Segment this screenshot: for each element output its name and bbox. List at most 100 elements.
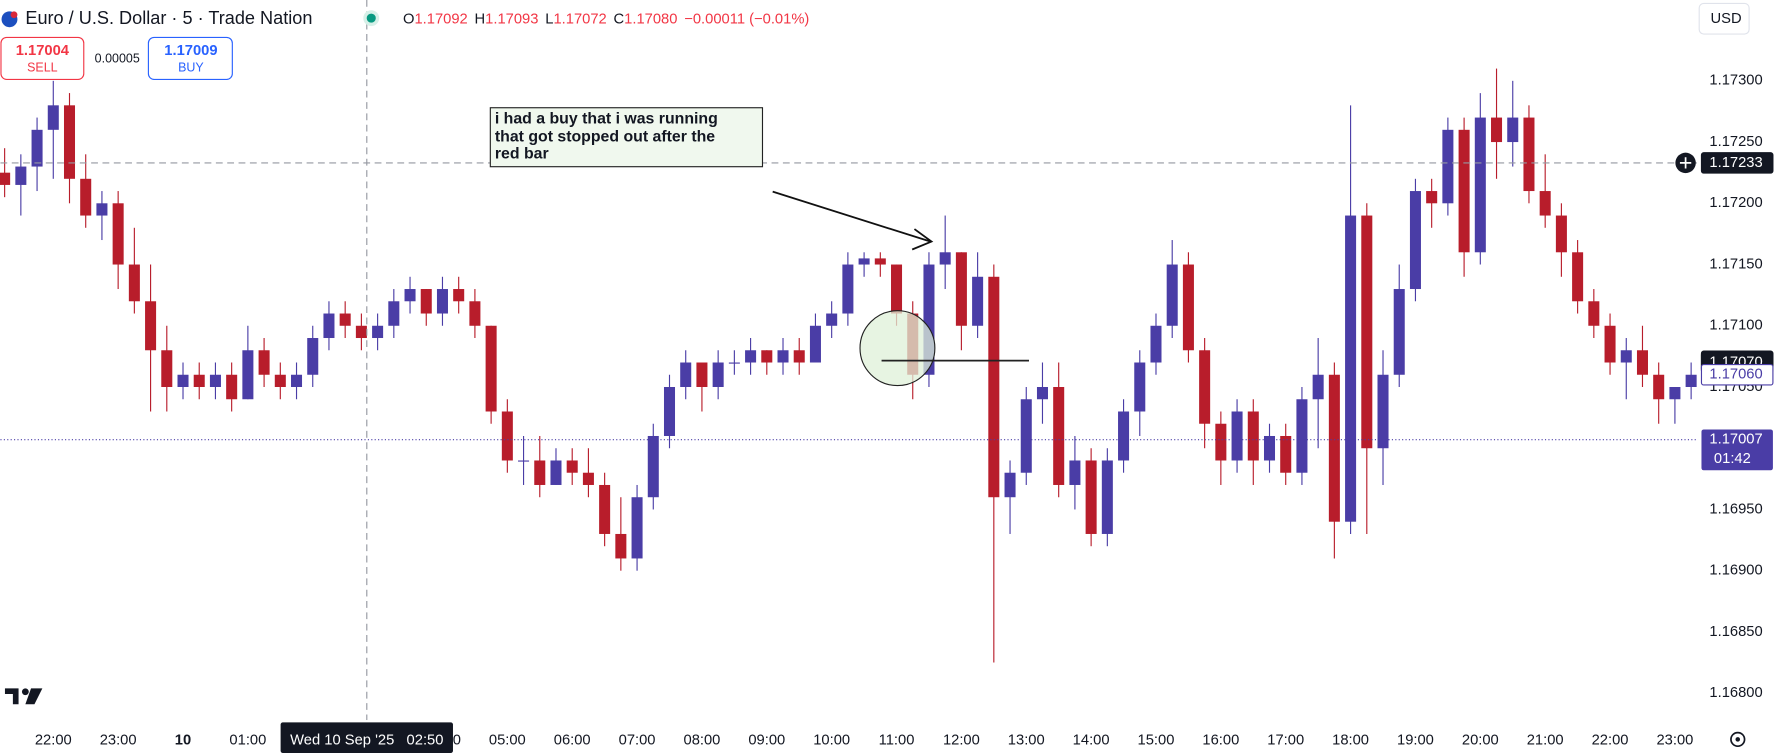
candle-body: [63, 105, 76, 179]
candle-body: [809, 325, 821, 363]
candle-body: [274, 374, 286, 387]
candle-body: [436, 289, 448, 314]
y-tick-label: 1.17150: [1709, 256, 1762, 272]
candle-body: [955, 252, 967, 326]
gear[interactable]: [1730, 731, 1746, 748]
candle-body: [1588, 301, 1600, 326]
candle-body: [745, 350, 757, 363]
logo-part: [21, 688, 29, 696]
candle-body: [1182, 264, 1194, 351]
x-tick-label: 10: [175, 732, 191, 748]
candle-body: [1458, 129, 1470, 253]
x-tick-label: 23:00: [100, 732, 137, 748]
trade-panel: 1.17004 SELL 0.00005 1.17009 BUY: [0, 36, 233, 80]
x-tick-label: 01:00: [229, 732, 266, 748]
arrow-head: [911, 228, 934, 251]
ohlc-key: O: [403, 11, 414, 27]
note-line: i had a buy that i was running: [495, 110, 718, 127]
plot-area: [0, 0, 1699, 721]
candle-body: [501, 411, 513, 461]
sell-button[interactable]: [0, 36, 85, 80]
crosshair-add-icon[interactable]: [1679, 157, 1692, 169]
candle-body: [1409, 191, 1421, 290]
buy-button[interactable]: [147, 36, 233, 80]
candle-body: [858, 258, 870, 265]
candle-body: [1199, 350, 1211, 424]
price-tag-box: [1700, 363, 1774, 386]
candle-body: [988, 276, 1000, 498]
x-tick-label: 10:00: [813, 732, 850, 748]
ohlc-key: L: [545, 11, 553, 27]
candle-body: [209, 374, 221, 387]
candle-body: [1118, 411, 1130, 461]
note-line: red bar: [495, 145, 549, 162]
settings-icon[interactable]: [1730, 731, 1746, 748]
candle-body: [1636, 350, 1648, 375]
candle-body: [1036, 386, 1048, 400]
ohlc-change: −0.00011 (−0.01%): [684, 11, 809, 27]
x-tick-label: 06:00: [554, 732, 591, 748]
x-tick-label: 21:00: [1527, 732, 1564, 748]
x-tick-label: 17:00: [1267, 732, 1304, 748]
candle-body: [47, 105, 59, 130]
candle-body: [15, 166, 27, 185]
y-tick-label: 1.16850: [1709, 624, 1762, 640]
candle-body: [388, 301, 400, 326]
symbol-icon-flag: [10, 11, 18, 19]
candle-body: [534, 460, 546, 485]
buy-label[interactable]: BUY: [178, 60, 204, 74]
candle-body: [615, 533, 627, 559]
candle-body: [339, 313, 351, 326]
header: Euro / U.S. Dollar · 5 · Trade Nation O1…: [1, 2, 1750, 35]
candle-body: [793, 350, 805, 363]
candle-body: [355, 325, 367, 339]
candle-body: [696, 362, 708, 387]
candle-body: [323, 313, 335, 339]
candle-body: [1685, 374, 1697, 387]
candle-body: [1523, 117, 1535, 192]
ohlc-key: C: [614, 11, 625, 27]
x-tick-label: 20:00: [1462, 732, 1499, 748]
sell-label[interactable]: SELL: [27, 60, 58, 74]
candle-body: [1296, 399, 1308, 473]
candle-body: [485, 325, 497, 412]
candle-body: [1491, 117, 1503, 143]
candle-body: [566, 460, 578, 473]
gear-center[interactable]: [1735, 737, 1741, 742]
ohlc-key: H: [475, 11, 486, 27]
candle-body: [112, 203, 124, 265]
candle-body: [761, 350, 773, 363]
candle-body: [1361, 215, 1373, 449]
ohlc-legend: O1.17092 H1.17093 L1.17072 C1.17080 −0.00011…: [403, 11, 809, 27]
sell-price[interactable]: 1.17004: [16, 43, 70, 59]
last-price-box: [1701, 429, 1773, 471]
candle-body: [226, 374, 238, 400]
currency[interactable]: USD: [1711, 11, 1742, 27]
buy-price[interactable]: 1.17009: [164, 43, 217, 59]
note: i had a buy that i was running that got …: [489, 107, 764, 168]
x-tick-label: 07:00: [619, 732, 656, 748]
candle-body: [972, 276, 984, 326]
candle-body: [1085, 460, 1097, 534]
candle-body: [1231, 411, 1243, 461]
candle-body: [728, 362, 740, 364]
crosshair-time: Wed 10 Sep '25 02:50: [290, 732, 443, 748]
note-line: that got stopped out after the: [495, 128, 715, 145]
candle-body: [258, 350, 270, 375]
y-tick-label: 1.17250: [1709, 134, 1762, 150]
candle-body: [145, 301, 157, 351]
tv-logo: [4, 688, 43, 705]
currency-button[interactable]: [1698, 2, 1750, 35]
candle-body: [404, 289, 416, 302]
candle-body: [518, 460, 530, 462]
candle-body: [1572, 252, 1584, 302]
candle-body: [923, 264, 935, 375]
y-tick-label: 1.17200: [1709, 195, 1762, 211]
x-tick-label: 19:00: [1397, 732, 1434, 748]
candle-body: [96, 203, 108, 216]
candle-body: [777, 350, 789, 363]
ohlc-value: 1.17080: [624, 11, 677, 27]
x-tick-label: 15:00: [1138, 732, 1175, 748]
drawing-arrow: [772, 190, 931, 243]
